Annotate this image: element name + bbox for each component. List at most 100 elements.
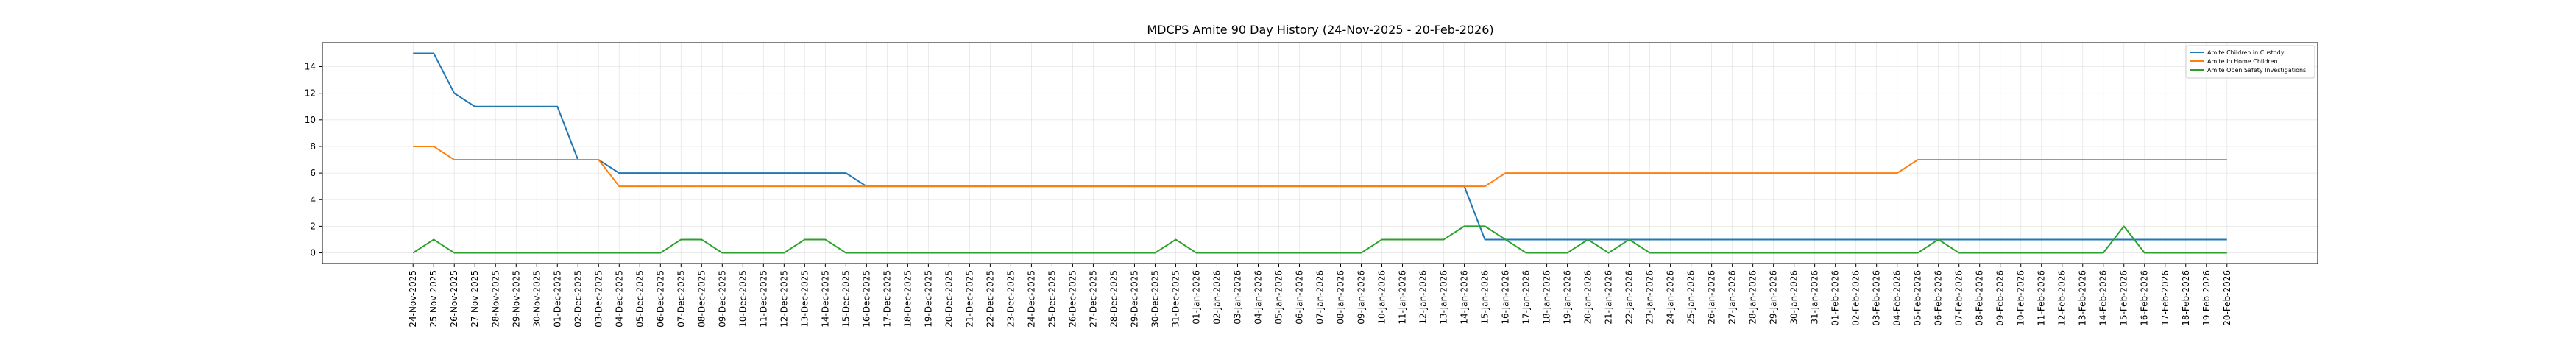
x-tick-label: 15-Dec-2025 xyxy=(841,270,851,328)
x-tick-label: 12-Feb-2026 xyxy=(2057,270,2067,326)
x-tick-label: 30-Jan-2026 xyxy=(1789,270,1800,325)
x-tick-label: 20-Feb-2026 xyxy=(2222,270,2232,326)
x-tick-label: 01-Dec-2025 xyxy=(552,270,562,328)
x-tick-label: 07-Dec-2025 xyxy=(676,270,686,328)
x-tick-label: 15-Feb-2026 xyxy=(2119,270,2129,326)
x-tick-label: 10-Dec-2025 xyxy=(737,270,748,328)
x-tick-label: 25-Dec-2025 xyxy=(1047,270,1057,328)
x-tick-label: 30-Dec-2025 xyxy=(1150,270,1160,328)
x-tick-label: 05-Dec-2025 xyxy=(634,270,645,328)
x-tick-label: 04-Feb-2026 xyxy=(1892,270,1903,326)
x-tick-label: 24-Dec-2025 xyxy=(1026,270,1036,328)
x-tick-label: 28-Dec-2025 xyxy=(1108,270,1119,328)
x-tick-label: 03-Jan-2026 xyxy=(1232,270,1242,325)
x-tick-label: 01-Jan-2026 xyxy=(1191,270,1201,325)
x-tick-label: 31-Dec-2025 xyxy=(1170,270,1181,328)
x-tick-label: 05-Feb-2026 xyxy=(1913,270,1923,326)
x-axis: 24-Nov-2025 25-Nov-2025 26-Nov-2025 27-Nov-… xyxy=(408,264,2232,328)
x-tick-label: 19-Jan-2026 xyxy=(1563,270,1573,325)
x-tick-label: 23-Jan-2026 xyxy=(1645,270,1655,325)
x-tick-label: 16-Feb-2026 xyxy=(2140,270,2150,326)
x-tick-label: 10-Jan-2026 xyxy=(1377,270,1387,325)
x-tick-label: 09-Feb-2026 xyxy=(1995,270,2006,326)
x-tick-label: 15-Jan-2026 xyxy=(1480,270,1490,325)
x-tick-label: 17-Jan-2026 xyxy=(1521,270,1532,325)
x-tick-label: 11-Feb-2026 xyxy=(2037,270,2047,326)
x-tick-label: 13-Jan-2026 xyxy=(1439,270,1449,325)
x-tick-label: 28-Jan-2026 xyxy=(1748,270,1758,325)
x-tick-label: 12-Dec-2025 xyxy=(779,270,789,328)
x-tick-label: 14-Dec-2025 xyxy=(820,270,830,328)
x-tick-label: 11-Dec-2025 xyxy=(758,270,768,328)
x-tick-label: 13-Feb-2026 xyxy=(2078,270,2088,326)
x-tick-label: 24-Jan-2026 xyxy=(1666,270,1676,325)
legend-label: Amite Open Safety Investigations xyxy=(2207,67,2306,74)
x-tick-label: 17-Dec-2025 xyxy=(882,270,892,328)
x-tick-label: 25-Nov-2025 xyxy=(428,270,439,328)
grid-lines xyxy=(322,43,2318,264)
x-tick-label: 16-Jan-2026 xyxy=(1501,270,1511,325)
x-tick-label: 08-Feb-2026 xyxy=(1975,270,1985,326)
x-tick-label: 26-Nov-2025 xyxy=(449,270,459,328)
x-tick-label: 10-Feb-2026 xyxy=(2016,270,2026,326)
x-tick-label: 21-Jan-2026 xyxy=(1604,270,1614,325)
legend: Amite Children in Custody Amite In Home C… xyxy=(2185,45,2315,79)
y-tick-label: 4 xyxy=(310,194,316,205)
x-tick-label: 06-Feb-2026 xyxy=(1933,270,1944,326)
x-tick-label: 19-Feb-2026 xyxy=(2201,270,2212,326)
legend-label: Amite In Home Children xyxy=(2207,58,2278,65)
x-tick-label: 18-Dec-2025 xyxy=(902,270,913,328)
x-tick-label: 07-Jan-2026 xyxy=(1315,270,1326,325)
series-line-1 xyxy=(413,145,2227,188)
x-tick-label: 04-Dec-2025 xyxy=(614,270,624,328)
x-tick-label: 09-Dec-2025 xyxy=(717,270,727,328)
x-tick-label: 21-Dec-2025 xyxy=(964,270,974,328)
x-tick-label: 14-Feb-2026 xyxy=(2098,270,2109,326)
x-tick-label: 07-Feb-2026 xyxy=(1954,270,1964,326)
y-tick-label: 2 xyxy=(310,221,316,231)
x-tick-label: 09-Jan-2026 xyxy=(1356,270,1367,325)
x-tick-label: 03-Dec-2025 xyxy=(593,270,604,328)
x-tick-label: 29-Jan-2026 xyxy=(1769,270,1779,325)
x-tick-label: 26-Jan-2026 xyxy=(1707,270,1717,325)
x-tick-label: 18-Jan-2026 xyxy=(1542,270,1552,325)
x-tick-label: 06-Dec-2025 xyxy=(655,270,665,328)
y-tick-label: 14 xyxy=(305,62,316,72)
x-tick-label: 27-Nov-2025 xyxy=(470,270,480,328)
series-line-2 xyxy=(412,225,2227,254)
x-tick-label: 29-Dec-2025 xyxy=(1129,270,1139,328)
legend-label: Amite Children in Custody xyxy=(2207,49,2285,56)
x-tick-label: 25-Jan-2026 xyxy=(1686,270,1696,325)
x-tick-label: 03-Feb-2026 xyxy=(1872,270,1882,326)
x-tick-label: 01-Feb-2026 xyxy=(1830,270,1841,326)
x-tick-label: 24-Nov-2025 xyxy=(408,270,418,328)
y-tick-label: 6 xyxy=(310,168,316,178)
legend-box xyxy=(2185,45,2315,79)
x-tick-label: 12-Jan-2026 xyxy=(1418,270,1429,325)
x-tick-label: 28-Nov-2025 xyxy=(490,270,500,328)
x-tick-label: 20-Jan-2026 xyxy=(1583,270,1593,325)
chart-title: MDCPS Amite 90 Day History (24-Nov-2025 … xyxy=(1147,23,1493,37)
x-tick-label: 11-Jan-2026 xyxy=(1398,270,1408,325)
y-tick-label: 8 xyxy=(310,141,316,152)
x-tick-label: 31-Jan-2026 xyxy=(1810,270,1820,325)
x-tick-label: 04-Jan-2026 xyxy=(1253,270,1263,325)
x-tick-label: 02-Feb-2026 xyxy=(1851,270,1861,326)
x-tick-label: 08-Dec-2025 xyxy=(696,270,707,328)
x-tick-label: 05-Jan-2026 xyxy=(1273,270,1284,325)
x-tick-label: 13-Dec-2025 xyxy=(799,270,810,328)
x-tick-label: 29-Nov-2025 xyxy=(511,270,521,328)
y-axis: 0 2 4 6 8 10 12 14 xyxy=(305,62,322,258)
y-tick-label: 0 xyxy=(310,248,316,258)
x-tick-label: 27-Dec-2025 xyxy=(1088,270,1098,328)
x-tick-label: 27-Jan-2026 xyxy=(1727,270,1738,325)
x-tick-label: 02-Dec-2025 xyxy=(573,270,583,328)
x-tick-label: 22-Jan-2026 xyxy=(1624,270,1635,325)
x-tick-label: 16-Dec-2025 xyxy=(861,270,871,328)
x-tick-label: 08-Jan-2026 xyxy=(1336,270,1346,325)
x-tick-label: 22-Dec-2025 xyxy=(985,270,995,328)
x-tick-label: 17-Feb-2026 xyxy=(2160,270,2170,326)
